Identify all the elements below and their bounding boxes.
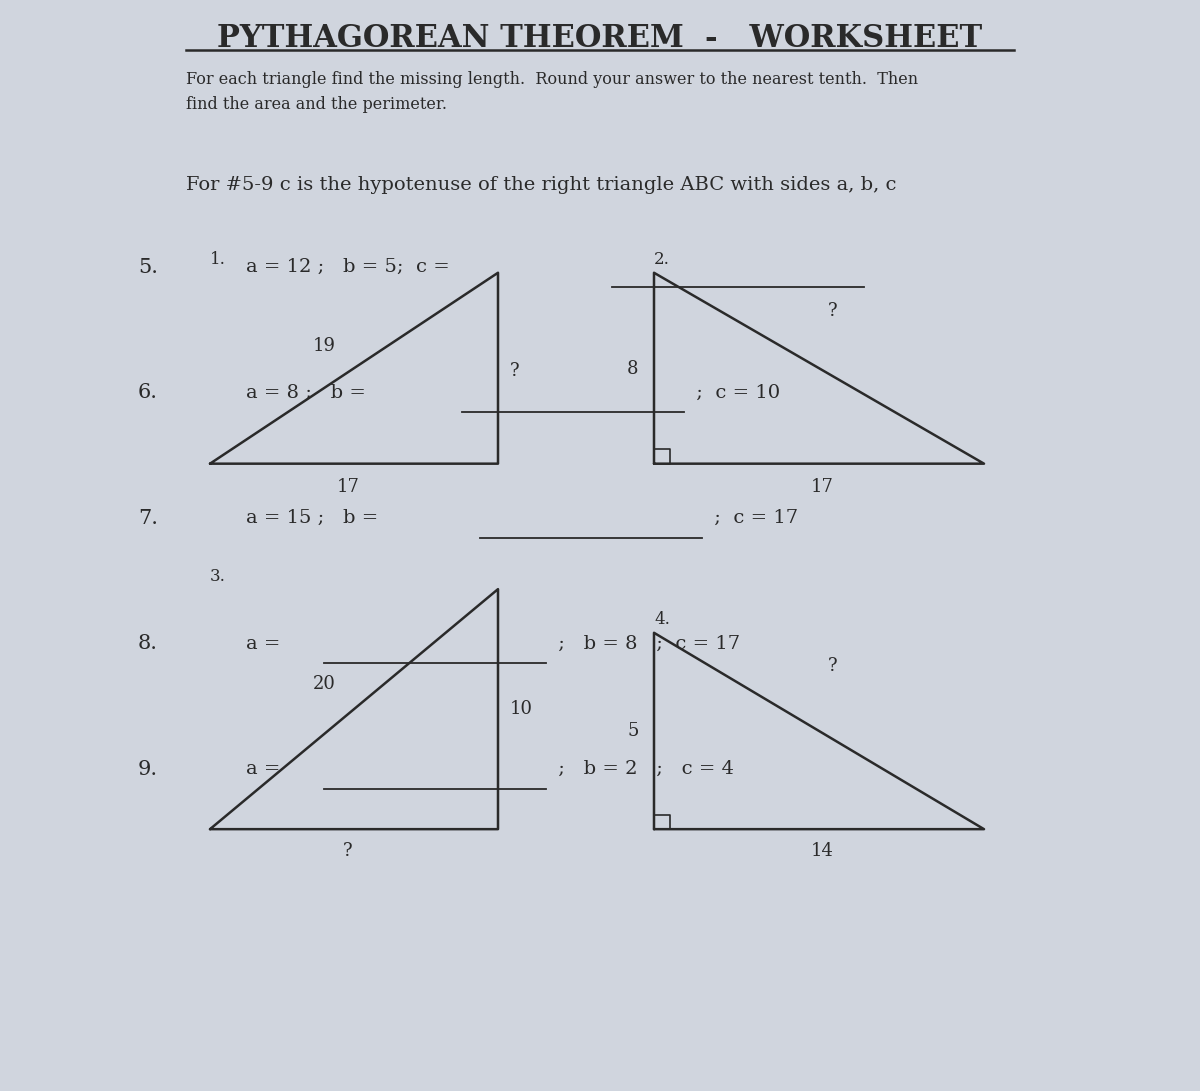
Text: 1.: 1. bbox=[210, 251, 226, 268]
Text: a = 12 ;   b = 5;  c =: a = 12 ; b = 5; c = bbox=[246, 259, 456, 276]
Text: For each triangle find the missing length.  Round your answer to the nearest ten: For each triangle find the missing lengt… bbox=[186, 71, 918, 88]
Text: ?: ? bbox=[828, 657, 838, 674]
Text: 17: 17 bbox=[336, 478, 360, 495]
Text: 7.: 7. bbox=[138, 508, 158, 528]
Text: 4.: 4. bbox=[654, 611, 670, 628]
Text: 9.: 9. bbox=[138, 759, 158, 779]
Text: ?: ? bbox=[343, 842, 353, 860]
Text: PYTHAGOREAN THEOREM  -   WORKSHEET: PYTHAGOREAN THEOREM - WORKSHEET bbox=[217, 23, 983, 53]
Text: ;   b = 8   ;  c = 17: ; b = 8 ; c = 17 bbox=[552, 635, 740, 652]
Text: 17: 17 bbox=[810, 478, 834, 495]
Text: a =: a = bbox=[246, 635, 281, 652]
Text: find the area and the perimeter.: find the area and the perimeter. bbox=[186, 96, 446, 113]
Text: ?: ? bbox=[510, 362, 520, 380]
Text: 5: 5 bbox=[628, 722, 638, 740]
Text: a = 8 ;   b =: a = 8 ; b = bbox=[246, 384, 366, 401]
Text: 20: 20 bbox=[312, 675, 336, 693]
Text: ;  c = 10: ; c = 10 bbox=[690, 384, 780, 401]
Text: For #5-9 c is the hypotenuse of the right triangle ABC with sides a, b, c: For #5-9 c is the hypotenuse of the righ… bbox=[186, 177, 896, 194]
Text: 14: 14 bbox=[810, 842, 834, 860]
Text: 3.: 3. bbox=[210, 567, 226, 585]
Text: 5.: 5. bbox=[138, 257, 158, 277]
Text: 8: 8 bbox=[626, 360, 638, 377]
Text: ;  c = 17: ; c = 17 bbox=[708, 509, 798, 527]
Text: 6.: 6. bbox=[138, 383, 158, 403]
Text: 2.: 2. bbox=[654, 251, 670, 268]
Text: a =: a = bbox=[246, 760, 281, 778]
Text: 8.: 8. bbox=[138, 634, 158, 654]
Text: 10: 10 bbox=[510, 700, 533, 718]
Text: ?: ? bbox=[828, 302, 838, 320]
Text: a = 15 ;   b =: a = 15 ; b = bbox=[246, 509, 378, 527]
Text: ;   b = 2   ;   c = 4: ; b = 2 ; c = 4 bbox=[552, 760, 734, 778]
Text: 19: 19 bbox=[312, 337, 336, 355]
